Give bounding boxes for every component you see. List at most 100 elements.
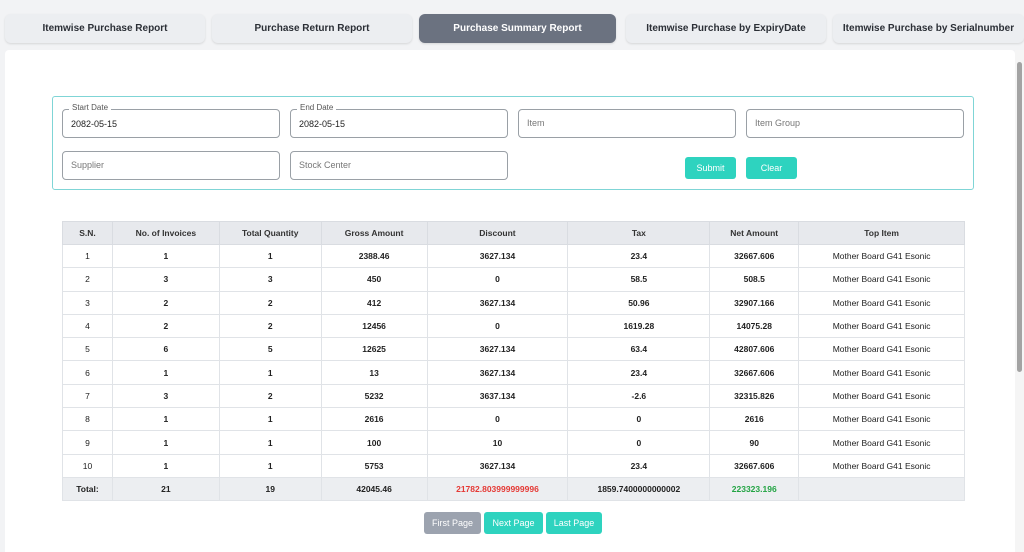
submit-button[interactable]: Submit [685, 157, 736, 179]
cell-tax: 0 [567, 407, 711, 432]
cell-sn: 9 [62, 430, 113, 455]
tab-itemwise-purchase-by-expirydate[interactable]: Itemwise Purchase by ExpiryDate [626, 14, 826, 43]
total-gross-amount: 42045.46 [320, 476, 428, 501]
cell-gross-amount: 450 [320, 267, 428, 292]
cell-net-amount: 508.5 [709, 267, 800, 292]
table-row: 10 1 1 5753 3627.134 23.4 32667.606 Mother Boar… [62, 453, 965, 478]
table-row: 8 1 1 2616 0 0 2616 Mother Board G41 Esonic [62, 407, 965, 432]
cell-quantity: 1 [218, 360, 322, 385]
cell-quantity: 2 [218, 383, 322, 409]
table-row: 6 1 1 13 3627.134 23.4 32667.606 Mother Board G… [62, 360, 965, 385]
filter-form: Start Date 2082-05-15 End Date 2082-05-1… [52, 96, 974, 190]
cell-tax: 58.5 [567, 267, 711, 292]
cell-gross-amount: 2616 [320, 407, 428, 432]
report-tabs: Itemwise Purchase Report Purchase Return… [5, 12, 1024, 44]
cell-quantity: 1 [218, 407, 322, 432]
total-invoices: 21 [111, 476, 220, 501]
cell-gross-amount: 2388.46 [320, 243, 428, 269]
cell-sn: 1 [62, 243, 113, 269]
tab-itemwise-purchase-by-serialnumber[interactable]: Itemwise Purchase by Serialnumber [833, 14, 1024, 43]
cell-quantity: 1 [218, 243, 322, 269]
clear-button[interactable]: Clear [746, 157, 797, 179]
cell-invoices: 2 [111, 290, 220, 315]
cell-net-amount: 32667.606 [709, 243, 800, 269]
cell-top-item: Mother Board G41 Esonic [798, 313, 965, 339]
cell-net-amount: 90 [709, 430, 800, 455]
cell-net-amount: 42807.606 [709, 337, 800, 362]
cell-gross-amount: 12456 [320, 313, 428, 339]
total-top-item [798, 476, 965, 501]
cell-tax: 50.96 [567, 290, 711, 315]
cell-tax: 23.4 [567, 243, 711, 269]
cell-gross-amount: 100 [320, 430, 428, 455]
cell-sn: 7 [62, 383, 113, 409]
cell-quantity: 2 [218, 313, 322, 339]
cell-gross-amount: 5232 [320, 383, 428, 409]
cell-invoices: 1 [111, 243, 220, 269]
cell-net-amount: 14075.28 [709, 313, 800, 339]
cell-gross-amount: 5753 [320, 453, 428, 478]
table-row: 9 1 1 100 10 0 90 Mother Board G41 Esonic [62, 430, 965, 455]
next-page-button[interactable]: Next Page [484, 512, 543, 534]
cell-sn: 4 [62, 313, 113, 339]
cell-discount: 3637.134 [426, 383, 569, 409]
purchase-summary-table: S.N. No. of Invoices Total Quantity Gros… [62, 221, 965, 501]
table-total-row: Total: 21 19 42045.46 21782.803999999996… [62, 476, 965, 501]
cell-quantity: 5 [218, 337, 322, 362]
cell-gross-amount: 412 [320, 290, 428, 315]
cell-sn: 10 [62, 453, 113, 478]
item-group-select[interactable]: Item Group [746, 109, 964, 138]
cell-top-item: Mother Board G41 Esonic [798, 453, 965, 478]
tab-itemwise-purchase-report[interactable]: Itemwise Purchase Report [5, 14, 205, 43]
cell-top-item: Mother Board G41 Esonic [798, 243, 965, 269]
cell-net-amount: 32907.166 [709, 290, 800, 315]
supplier-placeholder: Supplier [71, 160, 105, 170]
first-page-button[interactable]: First Page [424, 512, 481, 534]
cell-quantity: 2 [218, 290, 322, 315]
cell-net-amount: 32667.606 [709, 360, 800, 385]
cell-quantity: 1 [218, 430, 322, 455]
total-discount: 21782.803999999996 [426, 476, 569, 501]
stock-center-select[interactable]: Stock Center [290, 151, 508, 180]
cell-invoices: 3 [111, 267, 220, 292]
header-invoices: No. of Invoices [111, 221, 220, 245]
total-net-amount: 223323.196 [709, 476, 800, 501]
tab-purchase-return-report[interactable]: Purchase Return Report [212, 14, 412, 43]
header-top-item: Top Item [798, 221, 965, 245]
cell-tax: 63.4 [567, 337, 711, 362]
table-row: 7 3 2 5232 3637.134 -2.6 32315.826 Mother Board… [62, 383, 965, 409]
last-page-button[interactable]: Last Page [546, 512, 602, 534]
total-quantity: 19 [218, 476, 322, 501]
scrollbar-thumb[interactable] [1017, 62, 1022, 372]
cell-top-item: Mother Board G41 Esonic [798, 267, 965, 292]
item-group-placeholder: Item Group [755, 118, 801, 128]
cell-tax: -2.6 [567, 383, 711, 409]
tab-purchase-summary-report[interactable]: Purchase Summary Report [419, 14, 616, 43]
total-tax: 1859.7400000000002 [567, 476, 711, 501]
start-date-label: Start Date [69, 103, 112, 112]
start-date-field[interactable]: Start Date 2082-05-15 [62, 103, 280, 138]
cell-discount: 3627.134 [426, 360, 569, 385]
table-header-row: S.N. No. of Invoices Total Quantity Gros… [62, 221, 965, 245]
header-net-amount: Net Amount [709, 221, 800, 245]
cell-quantity: 1 [218, 453, 322, 478]
end-date-field[interactable]: End Date 2082-05-15 [290, 103, 508, 138]
cell-sn: 6 [62, 360, 113, 385]
cell-gross-amount: 13 [320, 360, 428, 385]
cell-discount: 3627.134 [426, 243, 569, 269]
cell-quantity: 3 [218, 267, 322, 292]
cell-sn: 8 [62, 407, 113, 432]
item-select[interactable]: Item [518, 109, 736, 138]
cell-gross-amount: 12625 [320, 337, 428, 362]
supplier-select[interactable]: Supplier [62, 151, 280, 180]
cell-top-item: Mother Board G41 Esonic [798, 383, 965, 409]
cell-top-item: Mother Board G41 Esonic [798, 290, 965, 315]
cell-discount: 0 [426, 407, 569, 432]
end-date-value: 2082-05-15 [299, 119, 346, 129]
cell-top-item: Mother Board G41 Esonic [798, 337, 965, 362]
header-tax: Tax [567, 221, 711, 245]
cell-invoices: 1 [111, 407, 220, 432]
header-sn: S.N. [62, 221, 113, 245]
cell-discount: 10 [426, 430, 569, 455]
header-discount: Discount [426, 221, 569, 245]
